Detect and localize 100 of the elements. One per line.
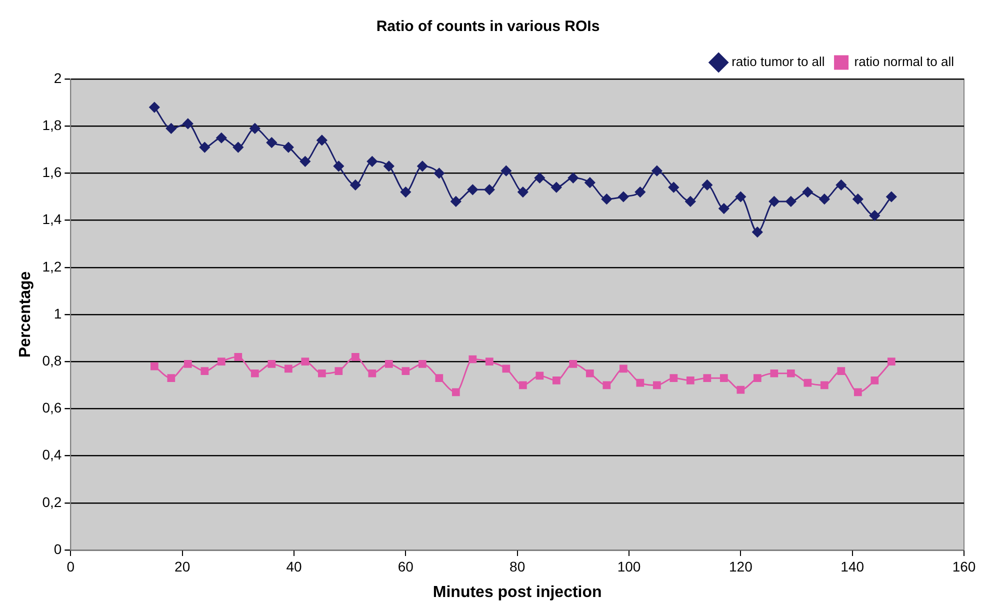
point <box>887 358 896 366</box>
x-tick-label: 100 <box>617 558 641 574</box>
point <box>351 352 360 361</box>
point <box>703 374 712 382</box>
x-tick-label: 160 <box>952 558 976 574</box>
point <box>234 352 242 361</box>
point <box>368 369 376 378</box>
x-axis-title: Minutes post injection <box>432 584 602 601</box>
point <box>217 358 226 366</box>
y-tick-label: 0 <box>54 540 62 557</box>
point <box>283 142 294 153</box>
point <box>468 355 477 364</box>
y-tick-label: 0,6 <box>42 400 62 416</box>
point <box>199 142 210 153</box>
x-tick-label: 80 <box>510 558 526 574</box>
point <box>518 381 527 390</box>
point <box>384 160 394 172</box>
point <box>668 182 679 193</box>
chart-title: Ratio of counts in various ROIs <box>376 18 600 36</box>
point <box>636 378 644 387</box>
point <box>284 364 292 373</box>
point <box>768 196 780 207</box>
point <box>552 376 560 384</box>
point <box>418 360 426 368</box>
point <box>804 378 812 387</box>
point <box>869 210 880 221</box>
point <box>318 369 326 378</box>
point <box>618 192 629 202</box>
point <box>685 196 696 207</box>
point <box>735 192 746 202</box>
point <box>502 364 510 373</box>
point <box>518 186 528 198</box>
point <box>652 166 662 176</box>
point <box>334 367 343 375</box>
point <box>870 376 879 384</box>
point <box>837 367 846 375</box>
y-tick-label: 1 <box>54 305 62 322</box>
point <box>266 137 277 148</box>
point <box>400 186 411 198</box>
point <box>702 180 712 190</box>
point <box>300 156 310 167</box>
point <box>720 374 728 382</box>
point <box>200 367 209 375</box>
point <box>366 156 378 167</box>
x-tick-label: 0 <box>66 558 75 574</box>
point <box>149 102 160 113</box>
y-tick-label: 1,6 <box>42 164 62 180</box>
point <box>718 203 730 214</box>
point <box>786 196 796 207</box>
point <box>450 196 462 207</box>
y-tick-label: 2 <box>54 70 62 86</box>
point <box>184 360 192 368</box>
point <box>467 184 478 195</box>
point <box>551 182 562 193</box>
point <box>485 358 494 366</box>
point <box>301 358 310 366</box>
point <box>569 360 578 368</box>
x-tick-label: 20 <box>174 558 190 574</box>
point <box>836 180 846 190</box>
point <box>250 369 259 378</box>
point <box>484 184 495 195</box>
y-tick-label: 1,8 <box>42 116 62 133</box>
x-tick-label: 60 <box>398 558 414 574</box>
point <box>250 123 260 134</box>
point <box>584 177 596 188</box>
point <box>568 172 578 184</box>
point <box>232 142 244 153</box>
point <box>384 360 393 368</box>
point <box>686 376 694 384</box>
y-tick-label: 0,8 <box>42 352 62 368</box>
point <box>268 360 276 368</box>
legend-label: ratio normal to all <box>854 54 954 70</box>
point <box>602 381 611 390</box>
point <box>670 374 678 382</box>
point <box>652 381 661 390</box>
legend-label: ratio tumor to all <box>732 54 825 70</box>
point <box>166 123 176 134</box>
point <box>586 369 594 378</box>
point <box>852 194 864 204</box>
point <box>752 226 763 238</box>
point <box>820 381 828 390</box>
y-tick-label: 0,2 <box>42 494 62 510</box>
point <box>634 186 646 198</box>
point <box>736 386 745 394</box>
point <box>786 369 795 378</box>
point <box>417 160 428 172</box>
y-axis-title: Percentage <box>17 271 34 358</box>
point <box>402 367 410 375</box>
point <box>333 160 344 172</box>
point <box>534 172 545 184</box>
point <box>350 180 361 190</box>
point <box>802 186 813 198</box>
point <box>434 168 444 178</box>
point <box>753 374 762 382</box>
x-tick-label: 140 <box>840 558 864 574</box>
x-tick-label: 40 <box>286 558 302 574</box>
point <box>316 134 328 146</box>
point <box>216 132 227 144</box>
point <box>182 118 194 129</box>
point <box>435 374 444 382</box>
